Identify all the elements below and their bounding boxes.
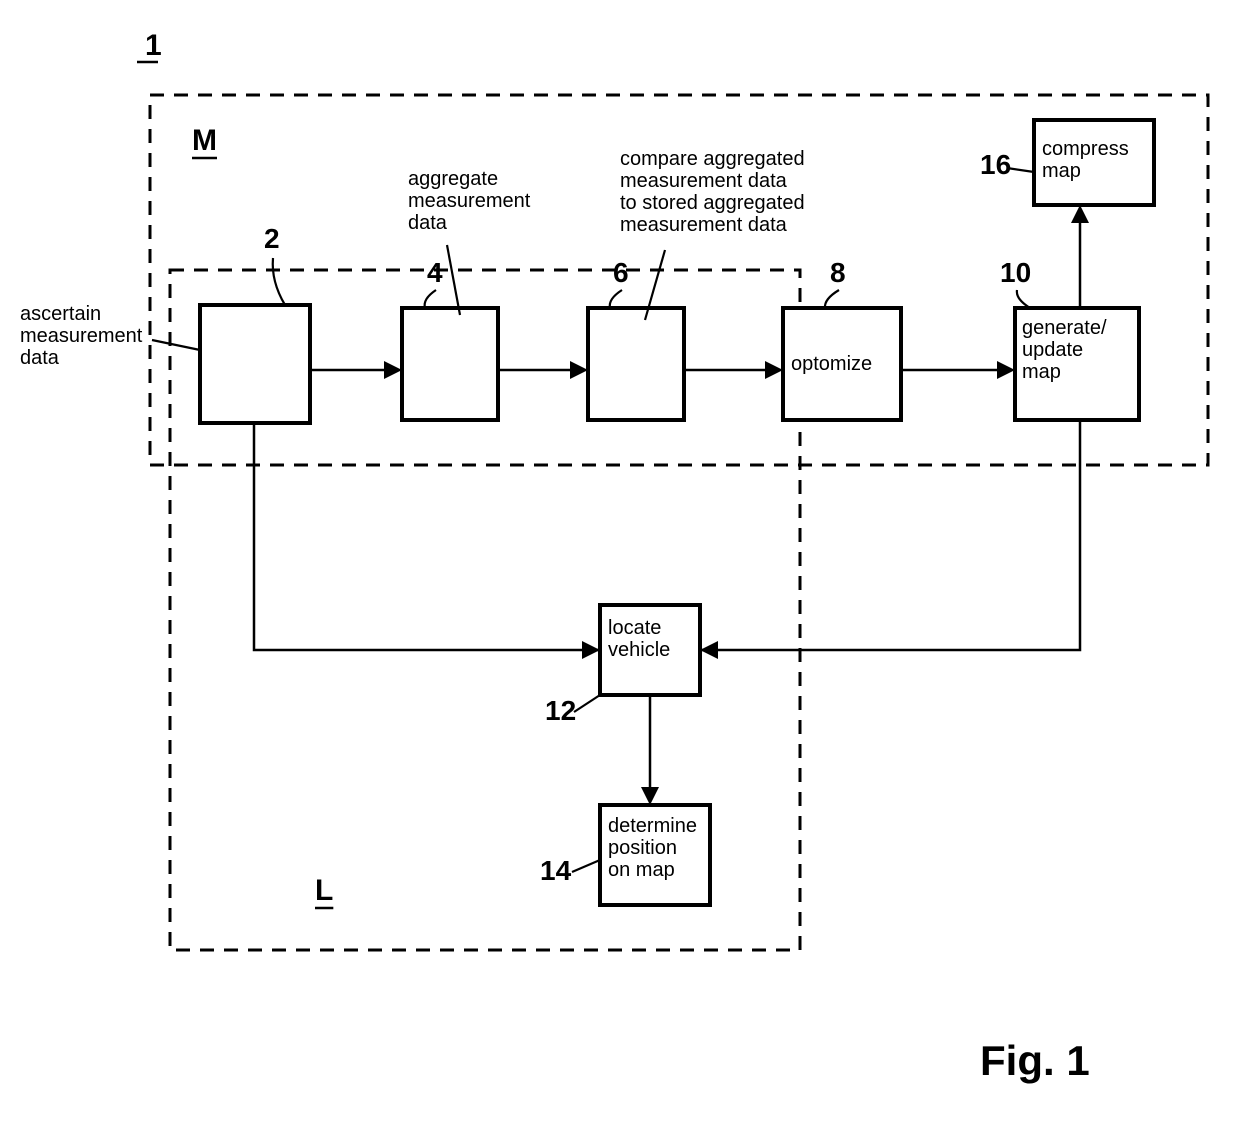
svg-text:Fig. 1: Fig. 1: [980, 1037, 1090, 1084]
svg-text:position: position: [608, 837, 677, 859]
svg-text:M: M: [192, 124, 217, 157]
svg-text:6: 6: [613, 257, 629, 288]
svg-text:update: update: [1022, 339, 1083, 361]
svg-text:1: 1: [145, 29, 162, 62]
svg-text:measurement data: measurement data: [620, 214, 788, 236]
svg-text:12: 12: [545, 695, 576, 726]
svg-text:2: 2: [264, 223, 280, 254]
svg-text:locate: locate: [608, 617, 661, 639]
svg-text:data: data: [20, 347, 60, 369]
svg-text:10: 10: [1000, 257, 1031, 288]
svg-text:measurement data: measurement data: [620, 170, 788, 192]
svg-text:determine: determine: [608, 815, 697, 837]
svg-text:aggregate: aggregate: [408, 168, 498, 190]
svg-text:map: map: [1022, 361, 1061, 383]
svg-text:compare aggregated: compare aggregated: [620, 148, 805, 170]
svg-text:vehicle: vehicle: [608, 639, 670, 661]
svg-text:optomize: optomize: [791, 353, 872, 375]
svg-text:4: 4: [427, 257, 443, 288]
svg-text:data: data: [408, 212, 448, 234]
svg-text:8: 8: [830, 257, 846, 288]
svg-text:generate/: generate/: [1022, 317, 1107, 339]
svg-text:14: 14: [540, 855, 572, 886]
svg-text:ascertain: ascertain: [20, 303, 101, 325]
svg-text:on map: on map: [608, 859, 675, 881]
svg-text:measurement: measurement: [20, 325, 143, 347]
svg-text:map: map: [1042, 160, 1081, 182]
svg-text:measurement: measurement: [408, 190, 531, 212]
svg-text:compress: compress: [1042, 138, 1129, 160]
svg-text:16: 16: [980, 149, 1011, 180]
svg-text:to stored aggregated: to stored aggregated: [620, 192, 805, 214]
svg-text:L: L: [315, 874, 333, 907]
